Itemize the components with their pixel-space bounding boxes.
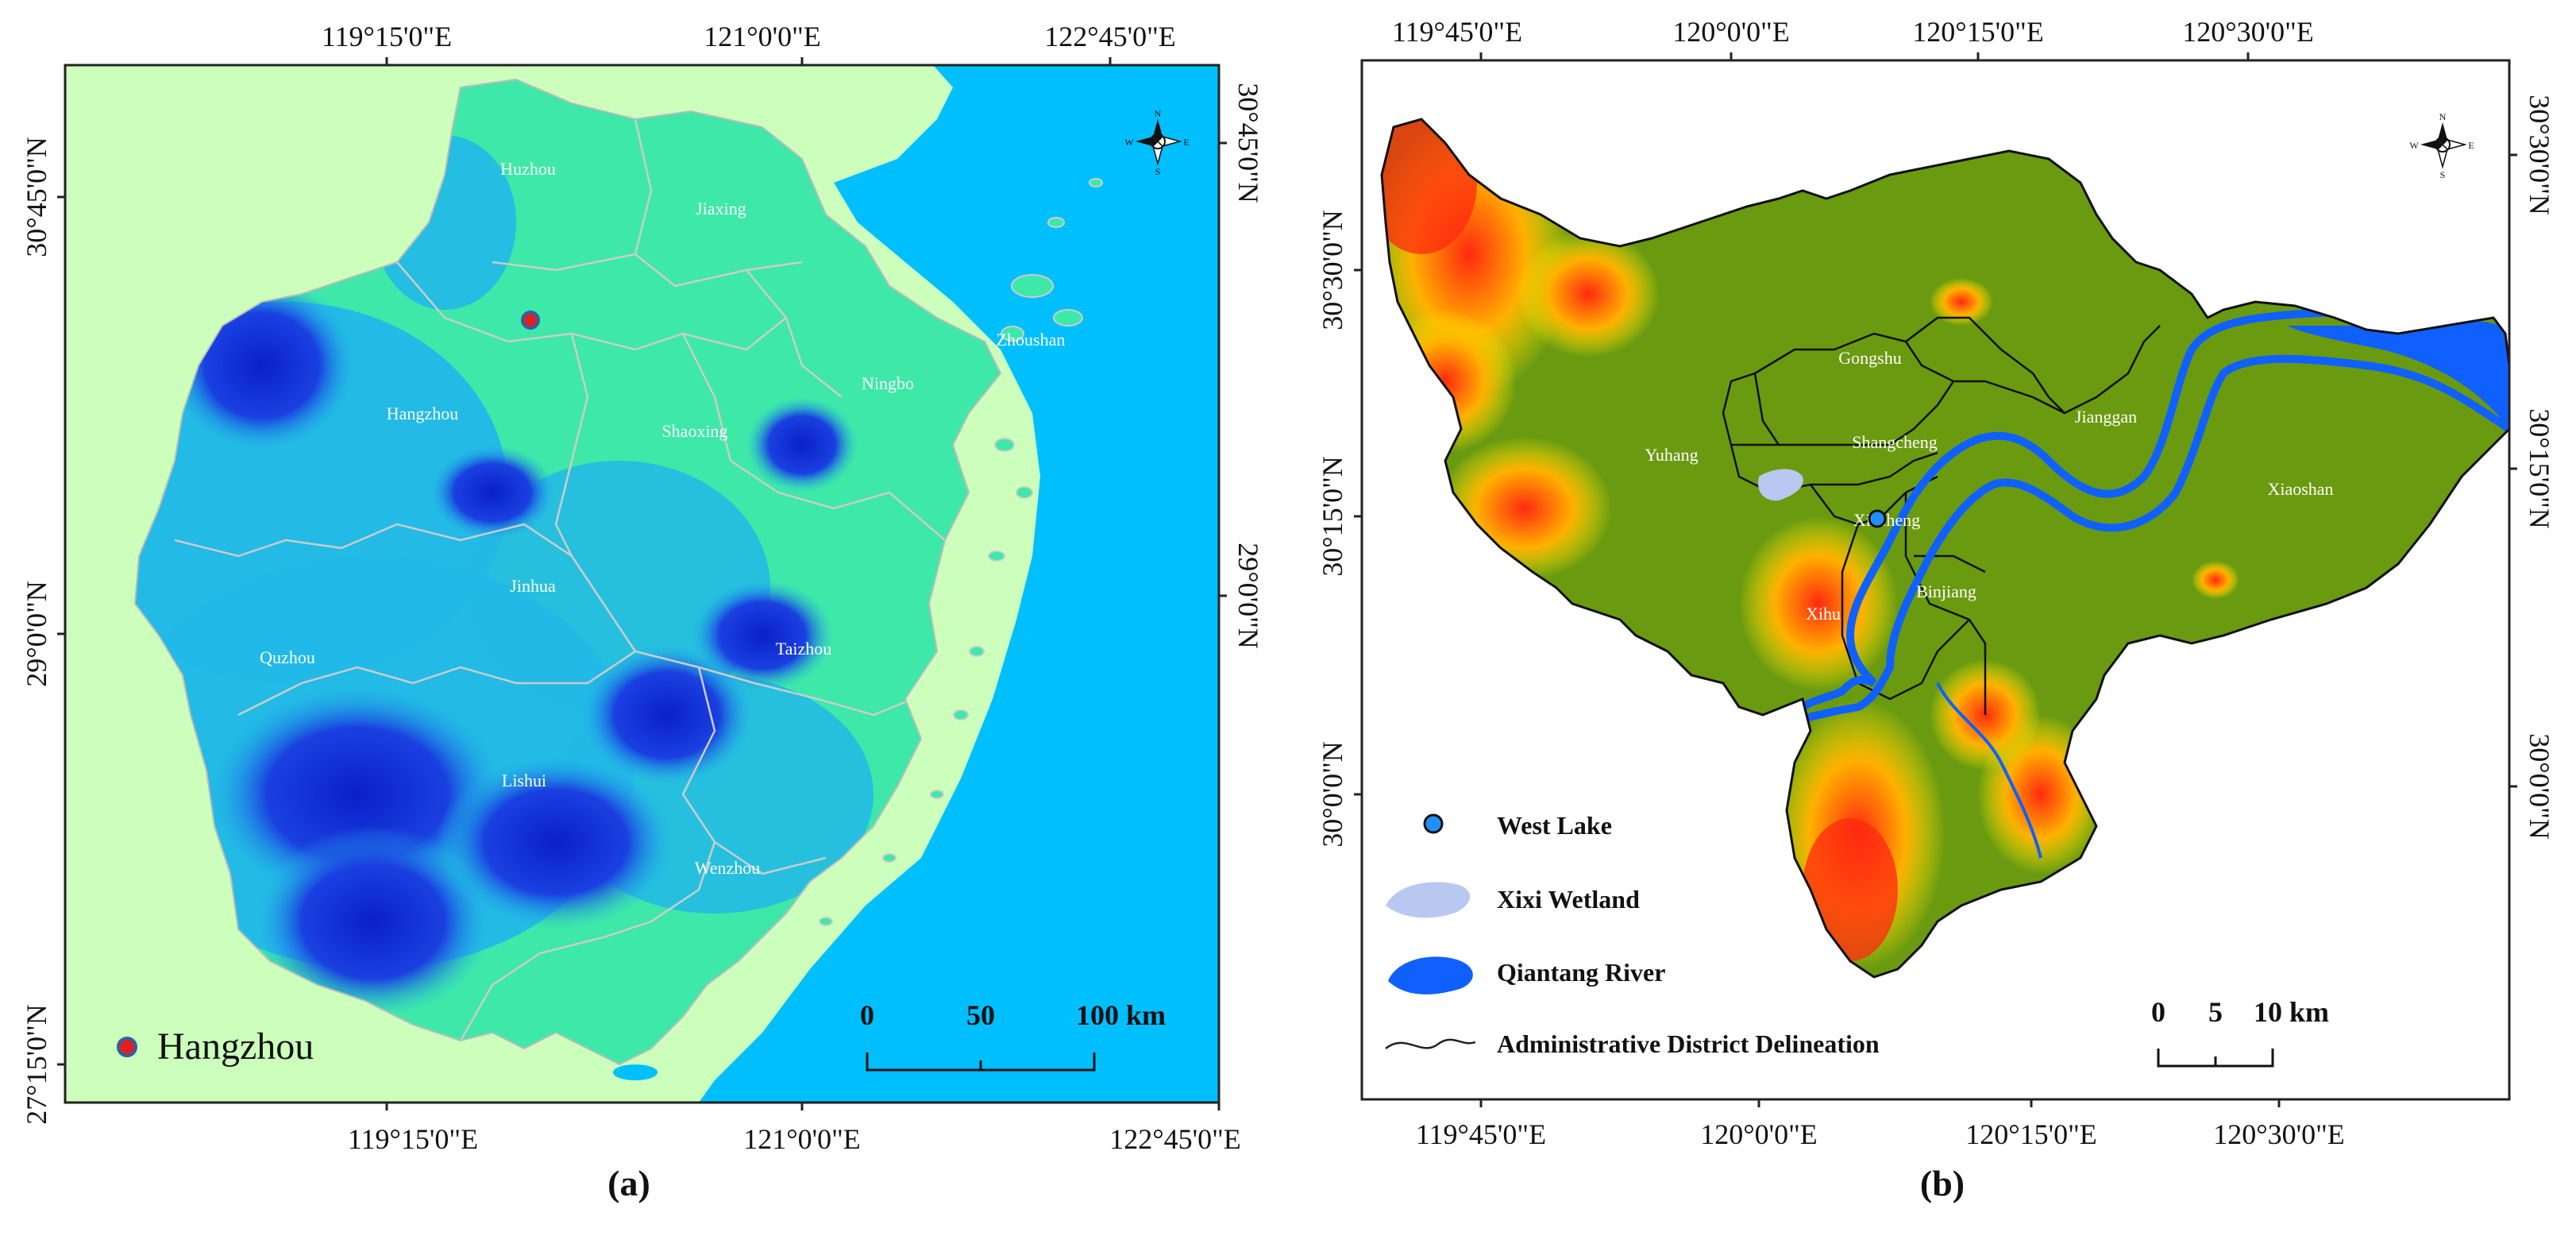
b-bottom-tick-3: 120°30'0"E — [2213, 1118, 2345, 1150]
map-a-scale-bar: 0 50 100 km — [860, 999, 1166, 1072]
scale-b-5: 5 — [2208, 996, 2223, 1028]
compass-b-s: S — [2440, 169, 2446, 180]
b-top-tick-0: 119°45'0"E — [1392, 16, 1522, 48]
b-left-tick-0: 30°30'0"N — [1317, 210, 1348, 330]
scale-a-0: 0 — [860, 999, 874, 1031]
b-right-tick-1: 30°15'0"N — [2524, 408, 2555, 529]
scale-b-10: 10 km — [2254, 996, 2329, 1028]
map-a-ticks — [57, 57, 1227, 1110]
a-bottom-tick-1: 121°0'0"E — [743, 1123, 861, 1155]
panel-label-b: (b) — [1920, 1163, 1965, 1203]
b-bottom-tick-2: 120°15'0"E — [1965, 1118, 2097, 1150]
city-label-huzhou: Huzhou — [500, 159, 556, 179]
city-label-zhoushan: Zhoushan — [997, 330, 1066, 350]
a-right-tick-0: 30°45'0"N — [1232, 83, 1264, 203]
map-a: Huzhou Jiaxing Zhoushan Ningbo Hangzhou … — [21, 21, 1264, 1203]
map-a-legend: Hangzhou — [117, 1025, 314, 1068]
a-top-tick-2: 122°45'0"E — [1044, 21, 1176, 52]
b-top-tick-2: 120°15'0"E — [1912, 16, 2044, 48]
map-a-province-outline — [133, 78, 1002, 1066]
map-a-bay — [613, 1064, 657, 1080]
compass-e: E — [1183, 137, 1189, 148]
legend-west-lake-label: West Lake — [1497, 811, 1612, 840]
b-left-tick-2: 30°0'0"N — [1317, 741, 1348, 848]
qiantang-river — [1795, 308, 2509, 723]
district-label-yuhang: Yuhang — [1645, 445, 1698, 465]
legend-xixi-wetland-icon — [1386, 882, 1471, 918]
legend-qiantang-river-label: Qiantang River — [1497, 958, 1665, 987]
map-a-compass-icon: N E S W — [1124, 108, 1189, 177]
b-left-tick-1: 30°15'0"N — [1317, 456, 1348, 577]
map-b-scale-bar: 0 5 10 km — [2151, 996, 2329, 1068]
map-a-sea — [699, 65, 1219, 1103]
a-left-tick-2: 27°15'0"N — [21, 1004, 52, 1125]
b-right-tick-2: 30°0'0"N — [2524, 733, 2555, 840]
b-top-tick-1: 120°0'0"E — [1672, 16, 1790, 48]
map-b: Gongshu Jianggan Yuhang Shangcheng Xiach… — [1317, 16, 2555, 1203]
a-top-tick-1: 121°0'0"E — [704, 21, 821, 52]
district-label-gongshu: Gongshu — [1838, 348, 1901, 368]
legend-district-line-icon — [1385, 1038, 1476, 1050]
legend-hangzhou-marker — [117, 1037, 137, 1057]
map-a-islands — [819, 178, 1103, 926]
city-label-hangzhou: Hangzhou — [387, 404, 458, 423]
b-right-tick-0: 30°30'0"N — [2524, 95, 2555, 215]
hangzhou-outline — [1380, 118, 2509, 979]
city-label-taizhou: Taizhou — [776, 639, 832, 659]
legend-qiantang-river-icon — [1388, 956, 1473, 995]
tributary-river — [1936, 682, 2042, 859]
b-bottom-tick-1: 120°0'0"E — [1700, 1118, 1818, 1150]
district-label-xiaoshan: Xiaoshan — [2267, 479, 2333, 499]
compass-b-w: W — [2409, 140, 2419, 151]
compass-b-e: E — [2468, 140, 2474, 151]
city-label-ningbo: Ningbo — [862, 373, 914, 393]
city-label-wenzhou: Wenzhou — [695, 858, 761, 878]
panel-label-a: (a) — [607, 1163, 650, 1203]
map-b-frame — [1360, 59, 2511, 1101]
district-label-shangcheng: Shangcheng — [1852, 432, 1938, 452]
district-label-xihu: Xihu — [1806, 604, 1841, 624]
city-label-shaoxing: Shaoxing — [661, 421, 727, 441]
scale-a-100: 100 km — [1076, 999, 1166, 1031]
map-a-city-boundaries — [174, 118, 946, 1041]
a-bottom-tick-0: 119°15'0"E — [348, 1123, 478, 1155]
a-left-tick-0: 30°45'0"N — [21, 137, 52, 257]
b-bottom-tick-0: 119°45'0"E — [1416, 1118, 1546, 1150]
compass-n: N — [1155, 108, 1162, 119]
compass-b-n: N — [2439, 111, 2447, 122]
scale-b-0: 0 — [2151, 996, 2165, 1028]
map-b-legend: West Lake Xixi Wetland Qiantang River Ad… — [1385, 811, 1880, 1058]
map-a-terrain — [135, 135, 873, 1017]
compass-s: S — [1155, 166, 1161, 177]
west-lake-marker — [1868, 509, 1887, 528]
legend-district-label: Administrative District Delineation — [1497, 1029, 1880, 1058]
city-label-lishui: Lishui — [502, 771, 546, 790]
city-label-quzhou: Quzhou — [260, 647, 315, 667]
map-b-ticks — [1354, 52, 2517, 1107]
map-b-compass-icon: N E S W — [2409, 111, 2474, 180]
a-top-tick-0: 119°15'0"E — [322, 21, 452, 52]
compass-w: W — [1124, 137, 1134, 148]
city-label-jinhua: Jinhua — [510, 576, 556, 596]
a-bottom-tick-2: 122°45'0"E — [1109, 1123, 1241, 1155]
a-right-tick-1: 29°0'0"N — [1232, 543, 1264, 649]
map-a-frame — [64, 64, 1221, 1104]
a-left-tick-1: 29°0'0"N — [21, 581, 52, 687]
xixi-wetland — [1758, 469, 1803, 501]
scale-a-50: 50 — [966, 999, 995, 1031]
district-label-binjiang: Binjiang — [1916, 581, 1976, 601]
legend-hangzhou-label: Hangzhou — [157, 1025, 314, 1068]
legend-xixi-wetland-label: Xixi Wetland — [1497, 885, 1640, 913]
district-label-xiacheng: Xiacheng — [1853, 510, 1920, 530]
qiantang-river-estuary — [2287, 319, 2509, 429]
city-label-jiaxing: Jiaxing — [696, 199, 746, 218]
legend-west-lake-icon — [1423, 813, 1444, 834]
hangzhou-location-marker — [521, 311, 540, 330]
district-label-jianggan: Jianggan — [2075, 407, 2137, 427]
b-top-tick-3: 120°30'0"E — [2182, 16, 2314, 48]
